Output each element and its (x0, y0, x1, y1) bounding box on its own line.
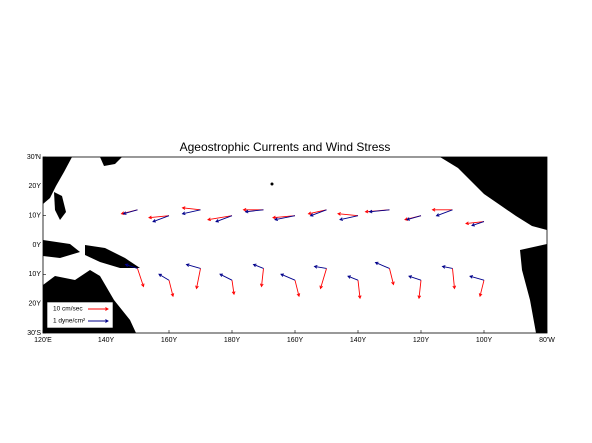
vector-arrow (122, 209, 138, 215)
y-tick-label: 20Y (29, 183, 42, 190)
vector-arrow (441, 265, 453, 269)
vector-arrow (294, 280, 301, 298)
legend (46, 301, 114, 329)
vector-arrow (152, 215, 170, 223)
legend-box (46, 301, 114, 329)
vector-arrow (368, 209, 390, 214)
vector-arrow (231, 280, 236, 296)
vector-arrow (207, 215, 233, 222)
vector-arrow (181, 209, 201, 216)
x-tick-label: 80'W (539, 337, 555, 344)
legend-arrow (88, 307, 109, 311)
vector-arrow (168, 280, 175, 298)
x-tick-label: 120Y (413, 337, 430, 344)
y-tick-label: 30'N (27, 154, 41, 161)
land-hawaii (270, 182, 274, 186)
vector-arrow (374, 261, 390, 269)
x-tick-label: 140Y (350, 337, 367, 344)
vector-arrow (219, 273, 233, 281)
vector-arrow (406, 215, 422, 221)
vector-arrow (469, 275, 485, 281)
x-tick-label: 140Y (98, 337, 115, 344)
land-south-america (520, 244, 547, 333)
vector-arrow (215, 215, 233, 223)
land-asia (43, 157, 72, 204)
vector-arrow (465, 221, 485, 226)
vector-arrow (431, 207, 453, 212)
vector-arrow (195, 268, 201, 290)
vector-arrow (158, 273, 170, 281)
vector-arrow (347, 275, 359, 281)
vector-arrow (339, 215, 359, 221)
vector-arrow (280, 273, 296, 281)
vector-arrow (417, 280, 422, 300)
vector-arrow (435, 209, 453, 217)
x-tick-label: 120'E (34, 337, 52, 344)
vector-arrow (357, 280, 362, 300)
vector-arrow (181, 206, 201, 211)
vector-arrow (137, 268, 145, 288)
vector-arrow (259, 268, 264, 288)
vector-arrow (408, 275, 422, 281)
y-tick-label: 20Y (29, 301, 42, 308)
legend-label: 1 dyne/cm² (53, 318, 86, 325)
vector-arrow (389, 268, 395, 286)
chart-title: Ageostrophic Currents and Wind Stress (180, 140, 391, 154)
vector-arrow (185, 263, 201, 269)
land-central-america (440, 157, 547, 230)
legend-label: 10 cm/sec (53, 306, 83, 313)
vector-arrow (124, 263, 138, 269)
y-tick-label: 0Y (32, 242, 41, 249)
legend-arrow (88, 319, 109, 323)
vector-arrow (337, 212, 359, 217)
y-tick-label: 30'S (27, 330, 41, 337)
vector-arrow (274, 215, 296, 221)
land-japan (100, 157, 122, 166)
vector-arrow (309, 209, 327, 217)
y-tick-label: 10Y (29, 213, 42, 220)
vector-arrow (313, 265, 327, 269)
vector-arrow (148, 215, 170, 220)
x-tick-label: 180Y (224, 337, 241, 344)
vector-arrow (478, 280, 485, 298)
vector-arrow (244, 209, 264, 214)
land (43, 157, 547, 333)
vector-arrow (252, 263, 264, 269)
x-tick-label: 160Y (287, 337, 304, 344)
x-tick-label: 160Y (161, 337, 178, 344)
vector-arrow (471, 221, 485, 227)
x-tick-label: 100Y (476, 337, 493, 344)
land-new-guinea (85, 245, 140, 268)
y-tick-label: 10Y (29, 271, 42, 278)
land-indonesia (43, 240, 80, 258)
vector-arrow (319, 268, 327, 290)
land-philippines (54, 192, 66, 220)
vector-arrow (452, 268, 457, 290)
